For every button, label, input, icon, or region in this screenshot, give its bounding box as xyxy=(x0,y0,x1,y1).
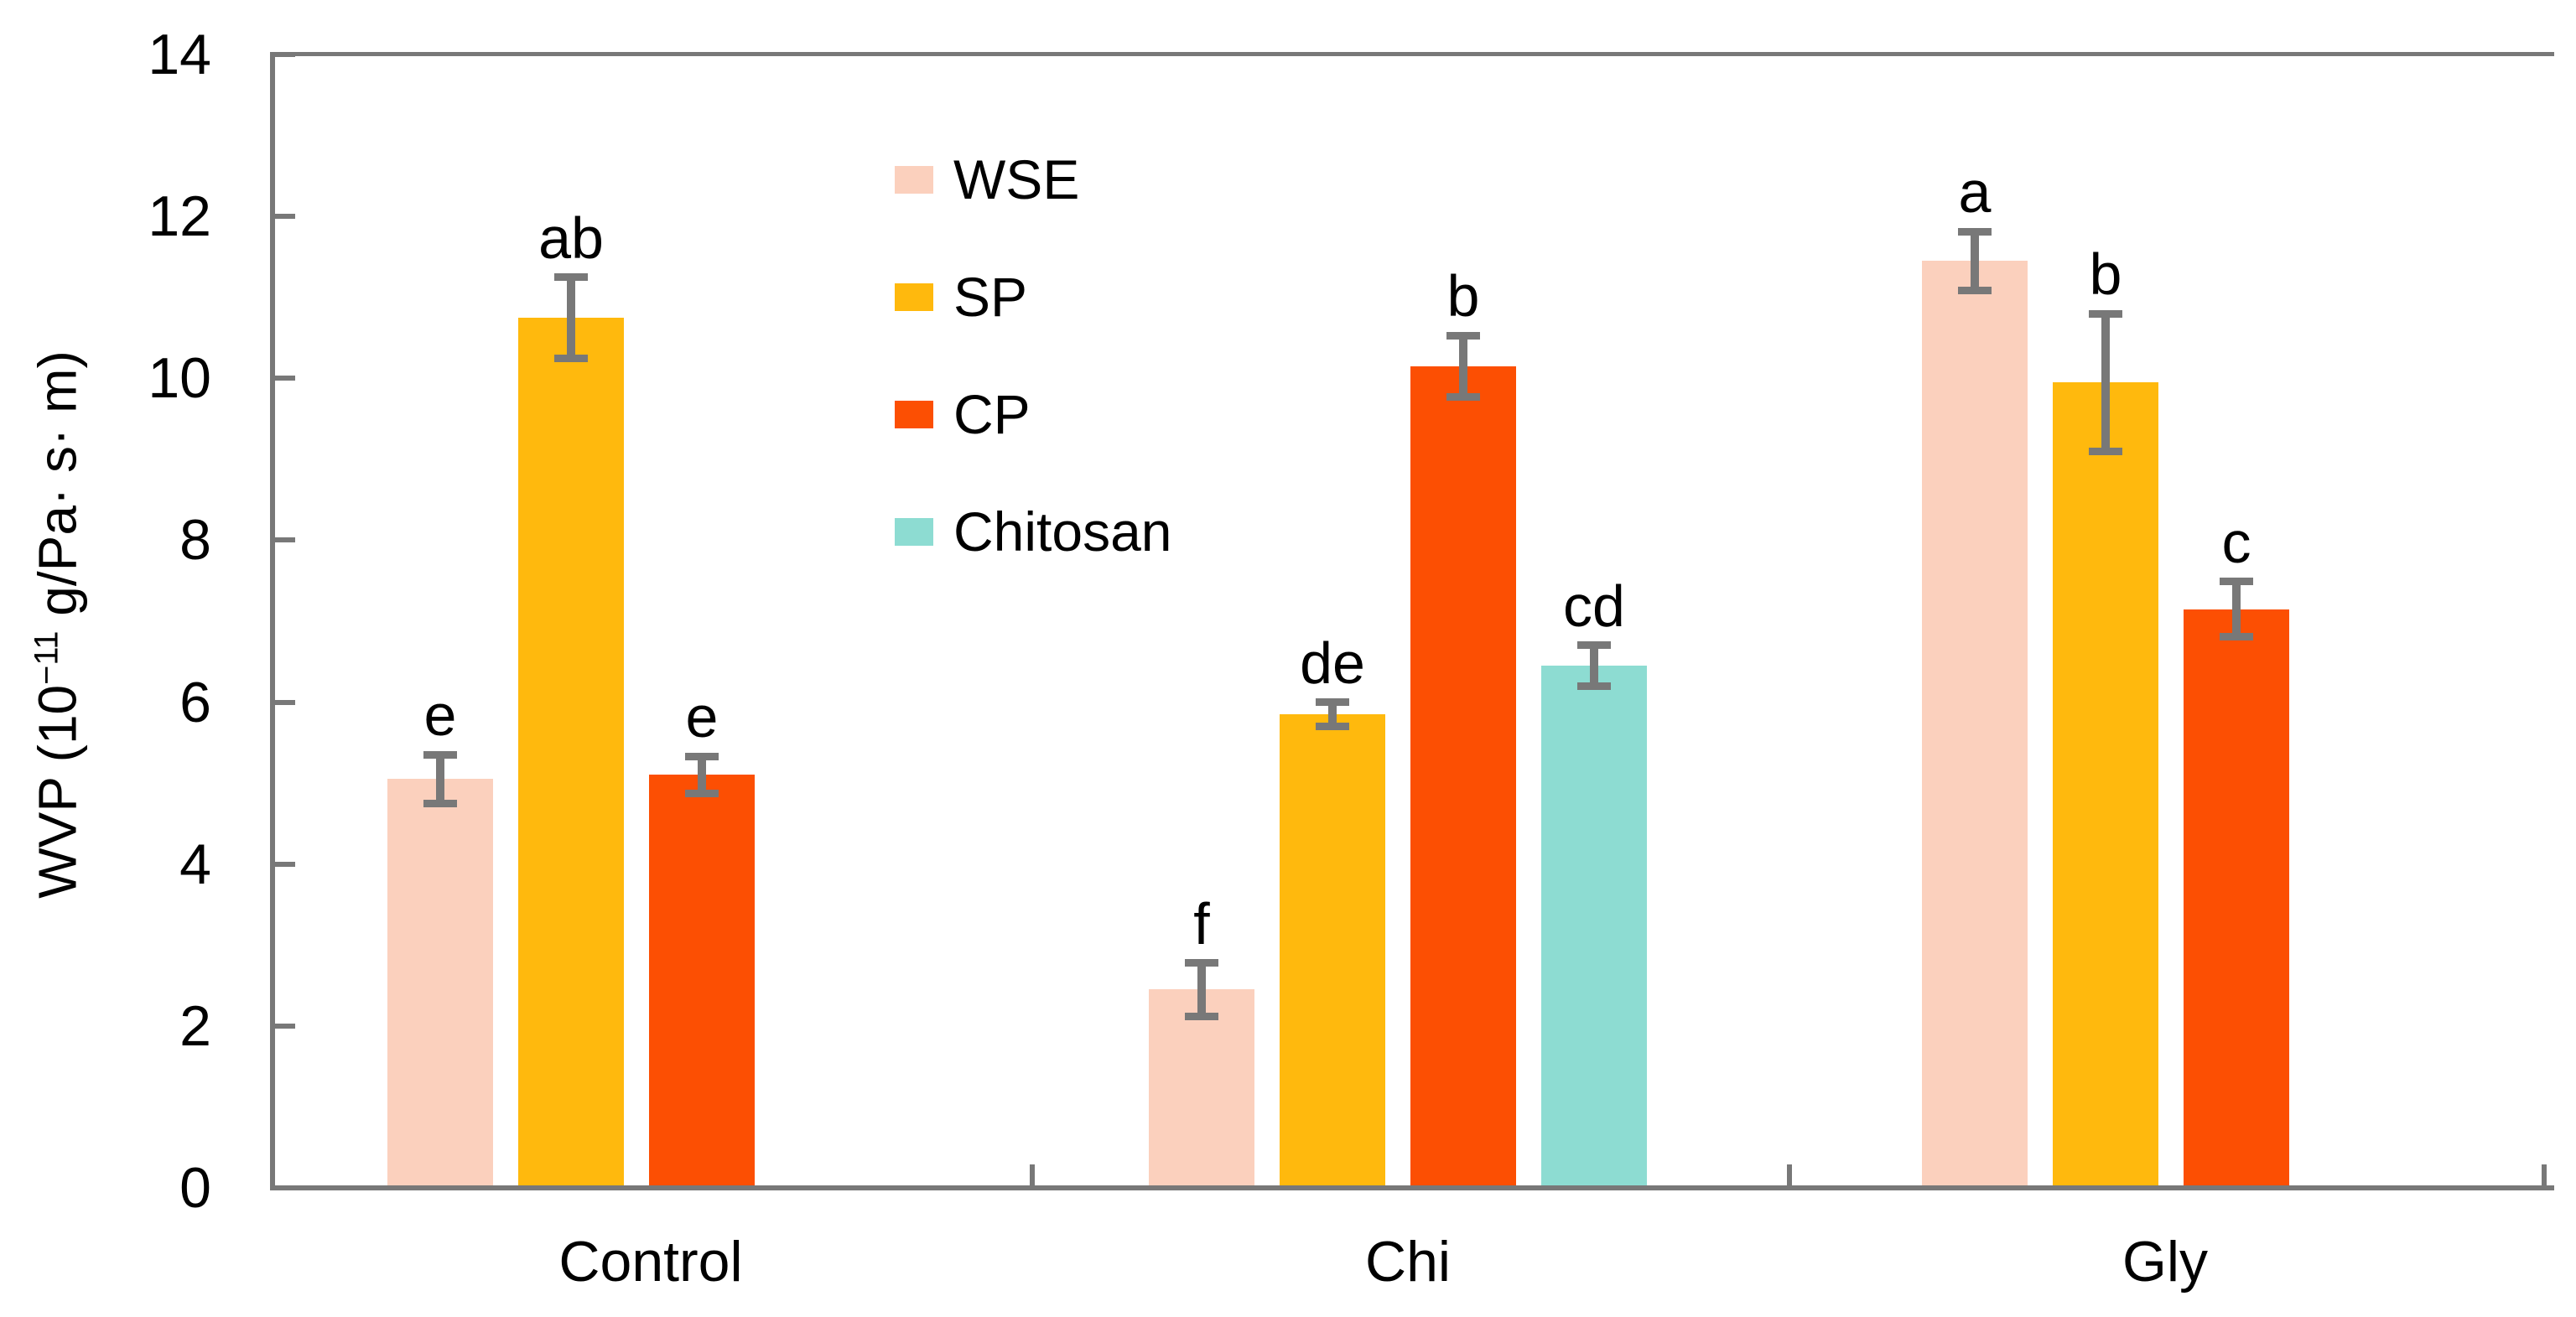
legend-swatch-CP xyxy=(895,400,933,428)
legend-item-SP: SP xyxy=(895,269,1027,324)
error-bar-cap-top-Chi-WSE xyxy=(1185,959,1218,967)
x-category-label-Chi: Chi xyxy=(1364,1230,1452,1294)
x-category-label-Control: Control xyxy=(558,1230,743,1294)
y-tick-mark-4 xyxy=(275,861,295,867)
y-tick-label-2: 2 xyxy=(179,993,211,1058)
bar-Gly-WSE xyxy=(1922,261,2028,1185)
legend-label-Chitosan: Chitosan xyxy=(953,500,1172,563)
error-bar-cap-top-Chi-Chitosan xyxy=(1577,641,1611,650)
y-tick-mark-2 xyxy=(275,1023,295,1029)
sig-letter-Control-SP: ab xyxy=(538,205,604,271)
y-tick-label-14: 14 xyxy=(148,23,211,86)
error-bar-cap-top-Gly-CP xyxy=(2220,578,2253,586)
error-bar-cap-bottom-Control-WSE xyxy=(423,799,457,807)
y-tick-label-12: 12 xyxy=(148,184,211,249)
legend-label-CP: CP xyxy=(953,383,1031,445)
legend-label-WSE: WSE xyxy=(953,148,1080,210)
y-tick-mark-6 xyxy=(275,699,295,705)
error-bar-cap-top-Gly-SP xyxy=(2089,309,2122,318)
error-bar-cap-bottom-Chi-WSE xyxy=(1185,1012,1218,1020)
y-tick-mark-0 xyxy=(275,1185,295,1190)
error-bar-line-Control-WSE xyxy=(436,754,444,804)
error-bar-cap-bottom-Gly-SP xyxy=(2089,447,2122,455)
error-bar-line-Chi-SP xyxy=(1328,702,1337,727)
y-tick-mark-10 xyxy=(275,376,295,381)
error-bar-cap-top-Chi-SP xyxy=(1316,698,1349,707)
plot-top-border xyxy=(270,52,2554,56)
y-axis-line xyxy=(270,52,275,1190)
error-bar-line-Chi-CP xyxy=(1459,335,1467,397)
error-bar-cap-top-Control-WSE xyxy=(423,750,457,759)
legend-swatch-SP xyxy=(895,283,933,311)
x-axis-line xyxy=(270,1185,2554,1190)
y-tick-label-0: 0 xyxy=(179,1156,211,1220)
error-bar-cap-bottom-Chi-SP xyxy=(1316,723,1349,731)
error-bar-cap-bottom-Gly-WSE xyxy=(1958,286,1992,294)
y-tick-mark-14 xyxy=(275,52,295,57)
error-bar-cap-top-Control-SP xyxy=(554,273,588,282)
error-bar-cap-bottom-Chi-Chitosan xyxy=(1577,682,1611,690)
sig-letter-Chi-CP: b xyxy=(1446,263,1480,329)
error-bar-line-Gly-WSE xyxy=(1971,231,1979,291)
y-tick-label-4: 4 xyxy=(179,832,211,896)
y-tick-mark-8 xyxy=(275,537,295,543)
y-tick-label-8: 8 xyxy=(179,508,211,573)
legend-item-WSE: WSE xyxy=(895,152,1079,207)
sig-letter-Gly-SP: b xyxy=(2089,241,2122,308)
bar-Chi-CP xyxy=(1410,366,1516,1185)
error-bar-line-Control-SP xyxy=(567,277,575,359)
bar-Control-WSE xyxy=(387,779,493,1185)
x-boundary-tick-2 xyxy=(2542,1164,2547,1185)
error-bar-line-Chi-WSE xyxy=(1197,962,1206,1017)
legend-item-CP: CP xyxy=(895,386,1031,442)
sig-letter-Control-WSE: e xyxy=(423,682,457,749)
error-bar-cap-bottom-Control-CP xyxy=(685,790,719,798)
error-bar-cap-top-Gly-WSE xyxy=(1958,227,1992,236)
error-bar-cap-bottom-Control-SP xyxy=(554,354,588,362)
y-tick-label-10: 10 xyxy=(148,346,211,411)
error-bar-line-Gly-SP xyxy=(2101,314,2110,452)
sig-letter-Gly-CP: c xyxy=(2221,509,2251,575)
sig-letter-Gly-WSE: a xyxy=(1958,159,1992,226)
error-bar-line-Gly-CP xyxy=(2232,581,2241,637)
bar-Chi-Chitosan xyxy=(1541,666,1647,1185)
bar-Control-SP xyxy=(518,317,624,1185)
legend-swatch-Chitosan xyxy=(895,517,933,546)
x-boundary-tick-1 xyxy=(1787,1164,1792,1185)
error-bar-cap-bottom-Gly-CP xyxy=(2220,632,2253,640)
error-bar-cap-bottom-Chi-CP xyxy=(1446,392,1480,401)
sig-letter-Chi-Chitosan: cd xyxy=(1563,573,1625,639)
x-boundary-tick-0 xyxy=(1030,1164,1035,1185)
sig-letter-Chi-WSE: f xyxy=(1193,890,1210,957)
bar-Gly-CP xyxy=(2184,609,2289,1185)
y-tick-label-6: 6 xyxy=(179,670,211,734)
sig-letter-Control-CP: e xyxy=(685,684,719,750)
error-bar-line-Chi-Chitosan xyxy=(1590,645,1598,687)
y-axis-title: WVP (10−11 g/Pa· s· m) xyxy=(27,350,88,899)
bar-Control-CP xyxy=(649,775,755,1185)
sig-letter-Chi-SP: de xyxy=(1300,630,1365,696)
legend-label-SP: SP xyxy=(953,266,1028,328)
bar-Chi-WSE xyxy=(1149,989,1254,1185)
y-tick-mark-12 xyxy=(275,214,295,220)
x-category-label-Gly: Gly xyxy=(2122,1230,2208,1294)
error-bar-cap-top-Chi-CP xyxy=(1446,331,1480,340)
legend-item-Chitosan: Chitosan xyxy=(895,504,1172,559)
legend-swatch-WSE xyxy=(895,165,933,194)
bar-Chi-SP xyxy=(1280,714,1385,1185)
error-bar-cap-top-Control-CP xyxy=(685,752,719,760)
error-bar-line-Control-CP xyxy=(698,756,706,794)
bar-Gly-SP xyxy=(2053,382,2158,1185)
